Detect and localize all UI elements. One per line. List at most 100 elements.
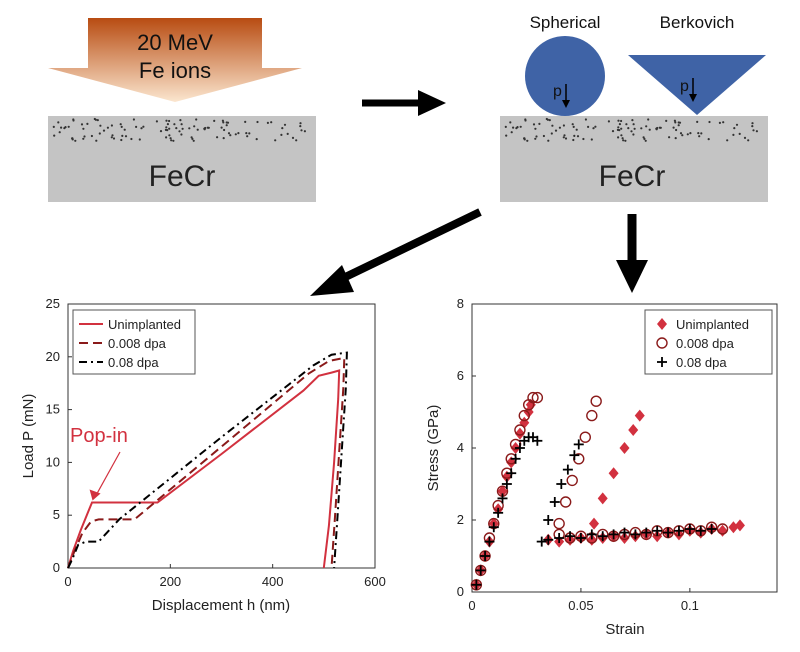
ion-dot [542,134,546,138]
ion-dot [168,134,171,137]
ion-dot [119,123,122,126]
ion-dot [743,136,747,139]
sample-label-left: FeCr [149,160,216,193]
ion-dot [564,137,568,140]
ion-dot [632,133,635,136]
ion-dot [697,132,700,135]
data-point-plus [657,357,667,367]
legend-label: 0.008 dpa [676,336,735,351]
ion-dot [196,128,199,131]
ion-dot [110,136,113,139]
ion-dot [180,123,183,126]
ion-dot [155,120,158,123]
ion-dot [237,132,240,135]
ion-dot [178,130,181,133]
ion-dot [572,125,575,128]
ion-dot [562,124,566,127]
ion-dot [86,122,89,125]
data-point-plus [493,507,504,518]
ion-dot [140,127,143,130]
popin-annotation: Pop-in [70,425,128,447]
legend-label: 0.08 dpa [676,355,727,370]
ion-dot [255,138,258,141]
ion-dot [752,129,755,132]
process-arrow-right [362,90,446,116]
data-point-plus [554,533,565,543]
y-tick-label: 25 [46,296,60,311]
data-point-plus [565,531,576,542]
ion-dot [551,124,554,127]
data-point-diamond [634,409,645,422]
ion-dot [755,130,759,133]
ion-dot [718,121,722,124]
ion-dot [689,132,692,135]
legend-label: 0.08 dpa [108,355,159,370]
ion-dot [138,138,141,141]
ion-dot [82,137,85,140]
ion-dot [102,129,106,132]
load-label-spherical: p [553,83,562,100]
ion-dot [722,121,725,124]
ion-dot [57,121,60,124]
load-plot-x-label: Displacement h (nm) [152,597,290,614]
ion-dot [510,131,513,134]
ion-dot [674,137,677,140]
ion-dot [142,125,145,128]
ion-dot [274,139,277,142]
data-point-plus [562,464,573,475]
y-tick-label: 2 [457,512,464,527]
ion-dot [534,127,537,130]
irradiation-schematic: 20 MeV Fe ions FeCr [48,18,316,202]
ion-dot [168,119,171,123]
data-point-plus [663,527,674,538]
ion-dot [170,139,173,142]
ion-dot [193,125,196,128]
x-tick-label: 200 [159,574,181,589]
ion-dot [696,120,699,123]
ion-dot [726,139,729,142]
data-point-plus [586,529,597,540]
ion-dot [106,126,109,129]
ion-dot [93,117,96,121]
ion-dot [732,133,735,136]
load-arrow-berkovich [689,78,697,102]
ion-dot [658,126,661,129]
ion-dot [213,119,216,122]
ion-dot [299,122,302,125]
ion-dot [111,134,114,137]
data-point-circle [559,496,572,508]
ion-dot [283,123,287,126]
ion-dot [96,119,99,122]
ion-dot [266,121,269,124]
ion-dot [112,137,116,140]
ion-dot [558,126,562,129]
ion-dot [98,132,101,135]
ion-dot [700,132,703,135]
ion-dot [164,128,167,131]
ion-dot [132,118,135,121]
data-point-plus [695,525,706,536]
data-point-plus [673,525,684,536]
data-point-diamond [728,521,739,534]
load-label-berkovich: p [680,78,689,95]
y-tick-label: 15 [46,402,60,417]
data-point-circle [531,391,544,404]
ion-dot [674,121,677,124]
ion-dot [244,120,247,123]
stress-plot-x-label: Strain [605,621,644,638]
ion-dot [584,118,588,121]
ion-dot [620,134,623,137]
ion-dot [648,128,651,131]
ion-dot [538,122,541,125]
data-point-plus [597,531,608,542]
ion-dot [535,135,538,138]
implanted-ion-dots-right [504,117,759,142]
ion-dot [58,131,61,134]
ion-dot [686,133,689,136]
ion-dot [229,134,232,137]
ion-dot [647,118,650,121]
ion-dot [708,120,711,124]
ion-dot [172,139,175,142]
ion-dot [668,136,671,139]
data-point-plus [532,435,543,446]
